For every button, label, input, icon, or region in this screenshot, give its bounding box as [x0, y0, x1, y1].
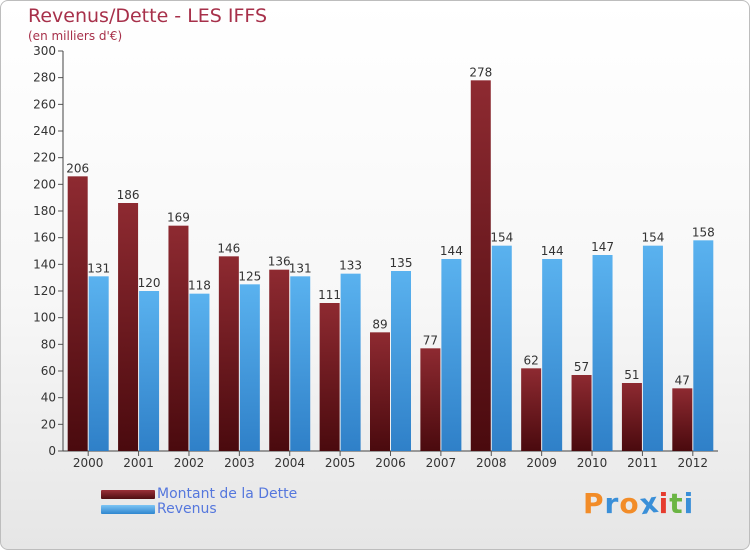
logo-letter: i: [658, 487, 670, 520]
data-label-revenus: 154: [490, 231, 513, 245]
logo-letter: P: [583, 487, 605, 520]
data-label-dette: 278: [469, 65, 492, 79]
bar-revenus: [139, 291, 160, 451]
bar-revenus: [542, 259, 563, 451]
data-label-revenus: 133: [339, 259, 362, 273]
bar-dette: [269, 269, 290, 451]
y-tick-label: 240: [33, 124, 56, 138]
x-tick-label: 2000: [73, 456, 104, 470]
y-tick-label: 80: [41, 337, 56, 351]
bar-revenus: [340, 273, 361, 451]
data-label-dette: 77: [423, 333, 438, 347]
bar-dette: [218, 256, 239, 451]
bar-dette: [521, 368, 542, 451]
x-tick-label: 2001: [123, 456, 154, 470]
data-label-dette: 62: [524, 353, 539, 367]
data-label-revenus: 144: [541, 244, 564, 258]
bar-revenus: [491, 245, 512, 451]
data-label-dette: 146: [217, 241, 240, 255]
data-label-dette: 136: [268, 255, 291, 269]
legend-label-dette: Montant de la Dette: [157, 486, 298, 502]
data-label-revenus: 131: [289, 261, 312, 275]
data-label-dette: 57: [574, 360, 589, 374]
data-label-revenus: 120: [138, 276, 161, 290]
bar-revenus: [189, 293, 210, 451]
y-tick-label: 120: [33, 284, 56, 298]
bar-dette: [67, 176, 88, 452]
x-tick-label: 2009: [526, 456, 557, 470]
data-label-revenus: 131: [87, 261, 110, 275]
x-tick-label: 2006: [375, 456, 406, 470]
bar-dette: [672, 388, 693, 451]
x-tick-label: 2010: [577, 456, 608, 470]
x-tick-label: 2007: [426, 456, 457, 470]
y-tick-label: 300: [33, 44, 56, 58]
legend-swatch-dette: [101, 489, 155, 499]
data-label-dette: 89: [372, 317, 387, 331]
bar-revenus: [239, 284, 260, 451]
y-tick-label: 60: [41, 364, 56, 378]
bar-dette: [470, 80, 491, 451]
bar-dette: [118, 203, 139, 451]
bar-revenus: [693, 240, 714, 451]
bar-dette: [370, 332, 390, 451]
data-label-revenus: 158: [692, 225, 715, 239]
data-label-revenus: 147: [591, 240, 614, 254]
x-tick-label: 2011: [627, 456, 658, 470]
y-tick-label: 20: [41, 417, 56, 431]
legend-item-dette: Montant de la Dette: [101, 486, 297, 502]
y-tick-label: 40: [41, 391, 56, 405]
data-label-dette: 51: [624, 368, 639, 382]
x-tick-label: 2003: [224, 456, 255, 470]
y-tick-label: 160: [33, 231, 56, 245]
bar-revenus: [592, 255, 613, 451]
bar-dette: [319, 303, 340, 451]
bar-dette: [420, 348, 441, 451]
x-tick-label: 2002: [174, 456, 205, 470]
y-tick-label: 220: [33, 151, 56, 165]
legend-label-revenus: Revenus: [157, 501, 217, 517]
logo-letter: t: [669, 487, 684, 520]
x-tick-label: 2012: [678, 456, 709, 470]
chart-title: Revenus/Dette - LES IFFS: [28, 5, 268, 27]
x-tick-label: 2005: [325, 456, 356, 470]
x-tick-label: 2004: [274, 456, 305, 470]
data-label-dette: 186: [117, 188, 140, 202]
y-tick-label: 180: [33, 204, 56, 218]
data-label-revenus: 144: [440, 244, 463, 258]
bar-revenus: [441, 259, 462, 451]
y-tick-label: 100: [33, 311, 56, 325]
data-label-revenus: 125: [238, 269, 261, 283]
bar-revenus: [88, 276, 109, 451]
bar-revenus: [642, 245, 663, 451]
data-label-revenus: 154: [641, 231, 664, 245]
bar-dette: [571, 375, 592, 451]
x-tick-label: 2008: [476, 456, 507, 470]
data-label-revenus: 118: [188, 279, 211, 293]
logo-letter: r: [604, 487, 620, 520]
data-label-dette: 206: [66, 161, 89, 175]
legend-swatch-revenus: [101, 504, 155, 514]
data-label-revenus: 135: [390, 256, 413, 270]
y-tick-label: 140: [33, 257, 56, 271]
data-label-dette: 111: [318, 288, 341, 302]
bar-dette: [621, 383, 642, 451]
y-tick-label: 0: [48, 444, 56, 458]
proxiti-logo: Proxiti: [583, 485, 695, 522]
y-tick-label: 200: [33, 177, 56, 191]
bar-revenus: [290, 276, 311, 451]
data-label-dette: 169: [167, 211, 190, 225]
y-tick-label: 260: [33, 97, 56, 111]
legend-item-revenus: Revenus: [101, 501, 217, 517]
bar-revenus: [391, 271, 411, 451]
data-label-dette: 47: [675, 373, 690, 387]
logo-letter: x: [637, 485, 661, 522]
bar-dette: [168, 225, 189, 451]
logo-letter: i: [683, 487, 695, 520]
y-tick-label: 280: [33, 71, 56, 85]
chart-subtitle: (en milliers d'€): [28, 29, 123, 43]
logo-letter: o: [619, 487, 640, 520]
